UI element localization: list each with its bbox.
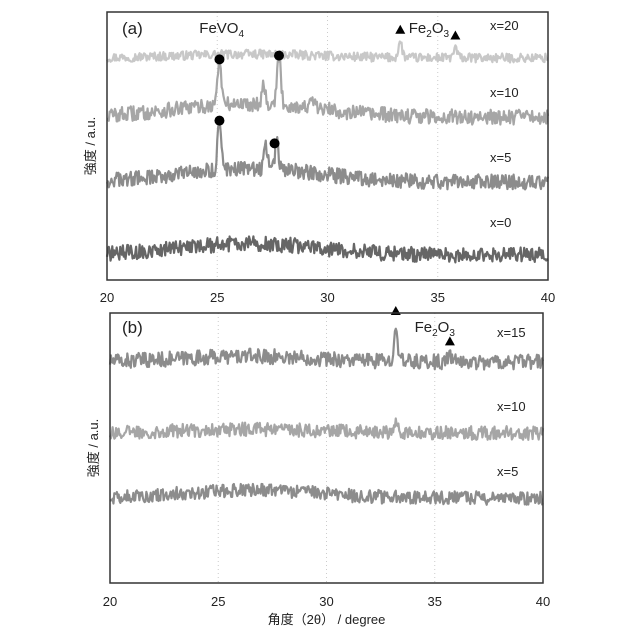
x-tick-label: 35 bbox=[428, 594, 442, 609]
x-tick-label: 30 bbox=[319, 594, 333, 609]
series-label: x=10 bbox=[497, 399, 526, 414]
x-tick-label: 35 bbox=[431, 290, 445, 305]
series-line bbox=[107, 122, 548, 190]
series-label: x=5 bbox=[490, 150, 511, 165]
x-tick-label: 40 bbox=[536, 594, 550, 609]
panel-a: (a) x=20 x=10 x=5 x=0 FeVO4 Fe2O3 20 25 30 35 40… bbox=[83, 12, 555, 305]
phase-label: FeVO4 bbox=[199, 20, 244, 40]
panel-a-label: (a) bbox=[122, 19, 143, 38]
panel-b-label: (b) bbox=[122, 318, 143, 337]
panel-b-traces bbox=[110, 329, 543, 505]
panel-b-x-axis-label: 角度（2θ） / degree bbox=[268, 612, 386, 627]
x-tick-label: 20 bbox=[103, 594, 117, 609]
panel-a-traces bbox=[107, 41, 548, 262]
fe2o3-peak-marker bbox=[450, 31, 460, 40]
panel-a-x-ticks: 20 25 30 35 40 bbox=[100, 290, 555, 305]
series-label: x=5 bbox=[497, 464, 518, 479]
x-tick-label: 40 bbox=[541, 290, 555, 305]
panel-b-x-ticks: 20 25 30 35 40 bbox=[103, 594, 550, 609]
series-label: x=15 bbox=[497, 325, 526, 340]
phase-label: Fe2O3 bbox=[409, 20, 450, 40]
panel-a-phase-labels: FeVO4 Fe2O3 bbox=[199, 20, 449, 40]
series-label: x=0 bbox=[490, 215, 511, 230]
feVO4-peak-marker bbox=[214, 54, 224, 64]
series-label: x=10 bbox=[490, 85, 519, 100]
feVO4-peak-marker bbox=[270, 138, 280, 148]
x-tick-label: 25 bbox=[210, 290, 224, 305]
panel-a-markers bbox=[214, 25, 460, 149]
x-tick-label: 25 bbox=[211, 594, 225, 609]
feVO4-peak-marker bbox=[214, 116, 224, 126]
feVO4-peak-marker bbox=[274, 51, 284, 61]
panel-b-y-axis-label: 強度 / a.u. bbox=[86, 419, 101, 478]
panel-a-y-axis-label: 強度 / a.u. bbox=[83, 117, 98, 176]
fe2o3-peak-marker bbox=[395, 25, 405, 34]
x-tick-label: 20 bbox=[100, 290, 114, 305]
panel-b: (b) x=15x=10x=5 Fe2O3 2025303540 強度 / a.… bbox=[86, 306, 550, 627]
panel-b-series-labels: x=15 x=10 x=5 bbox=[497, 325, 526, 479]
series-label: x=20 bbox=[490, 18, 519, 33]
x-tick-label: 30 bbox=[320, 290, 334, 305]
